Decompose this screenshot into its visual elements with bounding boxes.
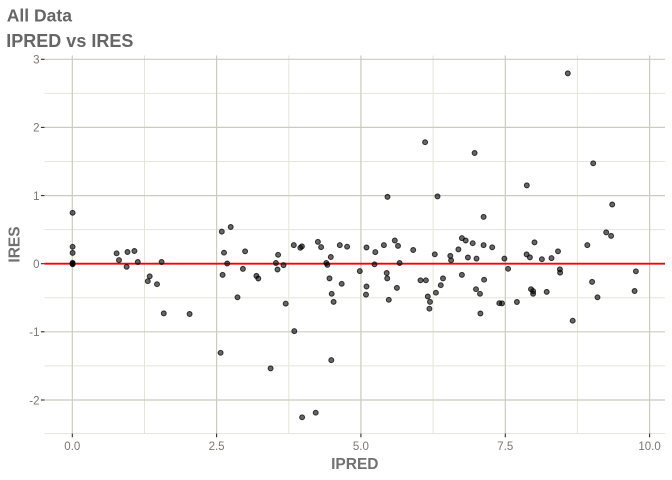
svg-text:5.0: 5.0 bbox=[353, 441, 369, 453]
svg-text:IPRED vs IRES: IPRED vs IRES bbox=[6, 31, 133, 51]
svg-text:2.5: 2.5 bbox=[209, 441, 225, 453]
svg-text:IPRED: IPRED bbox=[331, 456, 378, 473]
svg-text:2: 2 bbox=[33, 123, 39, 135]
svg-text:0.0: 0.0 bbox=[64, 441, 80, 453]
svg-text:-2: -2 bbox=[29, 395, 39, 407]
svg-text:IRES: IRES bbox=[6, 226, 23, 262]
svg-text:All Data: All Data bbox=[7, 5, 72, 25]
svg-text:0: 0 bbox=[33, 259, 39, 271]
svg-text:7.5: 7.5 bbox=[497, 441, 513, 453]
svg-text:1: 1 bbox=[33, 191, 39, 203]
svg-text:3: 3 bbox=[33, 55, 39, 67]
svg-text:10.0: 10.0 bbox=[638, 441, 660, 453]
svg-text:-1: -1 bbox=[29, 327, 39, 339]
